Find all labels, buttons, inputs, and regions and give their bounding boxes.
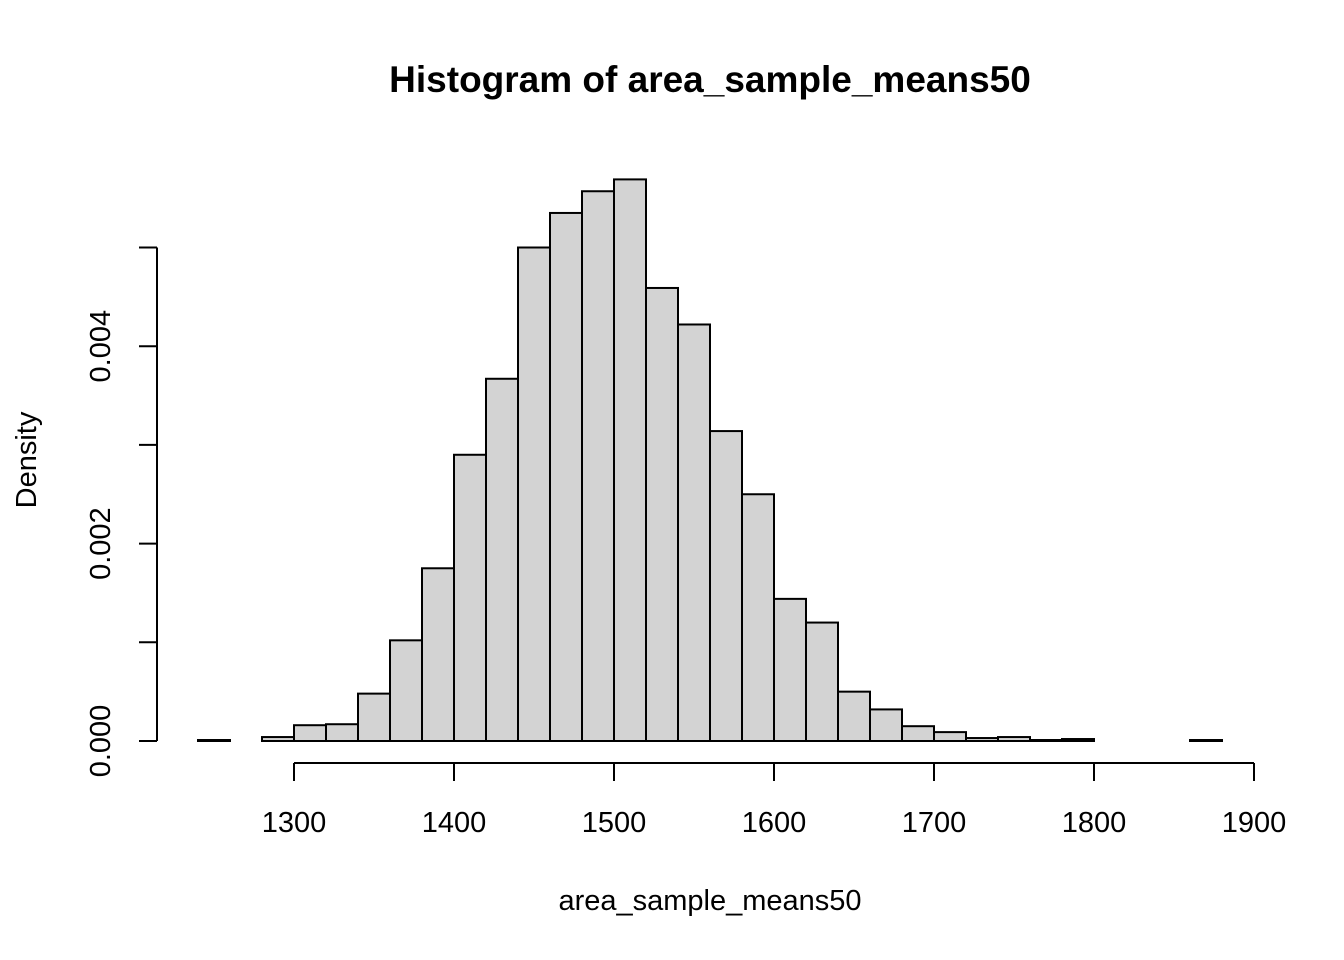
histogram-bar [197, 739, 231, 743]
histogram-bar [1029, 739, 1063, 743]
histogram-bar [389, 639, 423, 742]
histogram-bar [261, 736, 295, 743]
x-tick-label: 1500 [582, 807, 647, 839]
histogram-bar [549, 211, 583, 742]
histogram-bar [613, 178, 647, 743]
histogram-bar [581, 190, 615, 742]
x-axis-label: area_sample_means50 [558, 885, 861, 917]
y-tick-label: 0.000 [85, 705, 117, 778]
y-axis: 0.000 0.002 0.004 [85, 246, 158, 778]
histogram-bar [837, 690, 871, 743]
histogram-bar [293, 724, 327, 743]
histogram-bar [869, 708, 903, 743]
histogram-bar [901, 725, 935, 743]
histogram-bar [709, 430, 743, 742]
y-tick-label: 0.004 [85, 310, 117, 383]
histogram-bar [1061, 738, 1095, 743]
histogram-bar [645, 286, 679, 742]
histogram-bar [965, 737, 999, 743]
histogram-bar [453, 453, 487, 742]
histogram-bar [517, 246, 551, 742]
x-tick-label: 1400 [422, 807, 487, 839]
bars-group [197, 178, 1223, 743]
histogram-bar [325, 723, 359, 743]
x-tick-label: 1600 [742, 807, 807, 839]
chart-title: Histogram of area_sample_means50 [389, 59, 1031, 100]
histogram-bar [805, 621, 839, 742]
x-tick-label: 1700 [902, 807, 967, 839]
histogram-bar [485, 377, 519, 742]
histogram-bar [1189, 739, 1223, 743]
histogram-bar [933, 731, 967, 743]
histogram-bar [357, 692, 391, 743]
y-tick-label: 0.002 [85, 507, 117, 580]
x-tick-label: 1800 [1062, 807, 1127, 839]
y-axis-label: Density [11, 411, 43, 508]
histogram-bar [677, 323, 711, 742]
x-axis: 1300 1400 1500 1600 1700 1800 1900 [262, 762, 1287, 839]
histogram-bar [997, 736, 1031, 743]
histogram-bar [421, 567, 455, 743]
x-tick-label: 1900 [1222, 807, 1287, 839]
histogram-bar [741, 493, 775, 742]
x-tick-label: 1300 [262, 807, 327, 839]
histogram-bar [773, 597, 807, 743]
